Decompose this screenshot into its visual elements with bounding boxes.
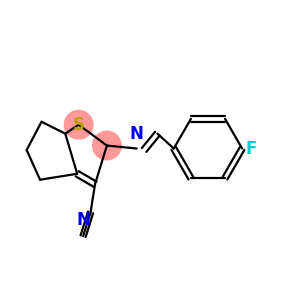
Text: F: F [246, 140, 257, 158]
Text: N: N [76, 211, 90, 229]
Circle shape [64, 110, 93, 139]
Circle shape [93, 131, 121, 160]
Text: N: N [130, 124, 144, 142]
Text: S: S [73, 116, 85, 134]
